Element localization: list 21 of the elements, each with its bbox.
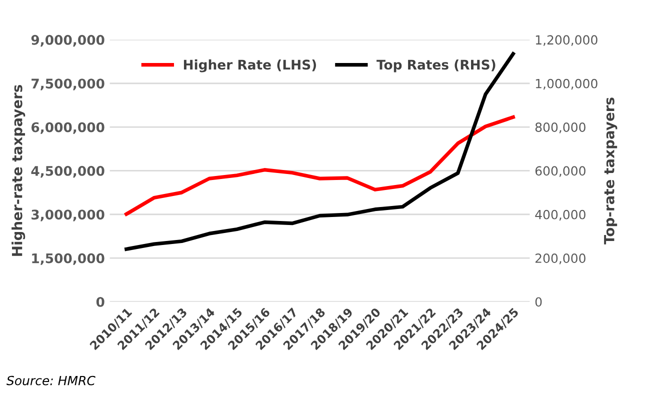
y2-tick-label: 0	[535, 297, 542, 307]
y-axis-title: Higher-rate taxpayers	[12, 84, 26, 256]
y-tick-label: 4,500,000	[31, 166, 104, 178]
line-series	[124, 115, 515, 216]
y-tick-label: 6,000,000	[31, 122, 104, 134]
y2-tick-label: 400,000	[535, 210, 586, 221]
y2-tick-label: 800,000	[535, 122, 586, 134]
y2-axis-title: Top-rate taxpayers	[604, 98, 618, 244]
y2-tick-label: 1,200,000	[536, 35, 598, 46]
y-tick-label: 1,500,000	[32, 253, 104, 265]
y-tick-label: 0	[96, 296, 104, 307]
legend-label: Top Rates (RHS)	[376, 59, 496, 72]
y2-tick-label: 200,000	[535, 254, 586, 264]
y2-tick-label: 1,000,000	[536, 78, 598, 90]
y2-tick-label: 600,000	[535, 166, 586, 177]
source-note: Source: HMRC	[6, 376, 96, 386]
y-tick-label: 9,000,000	[31, 34, 104, 47]
line-series	[124, 52, 515, 251]
y-tick-label: 3,000,000	[32, 210, 104, 222]
legend-label: Higher Rate (LHS)	[184, 59, 316, 72]
y-tick-label: 7,500,000	[32, 78, 104, 90]
